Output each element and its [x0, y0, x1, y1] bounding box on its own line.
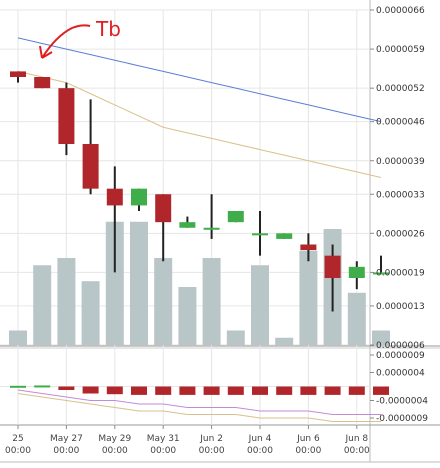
- candle-body: [252, 233, 268, 236]
- volume-bar: [178, 287, 197, 345]
- candle-body: [82, 144, 99, 189]
- hand-annotation: Tb: [39, 17, 121, 59]
- volume-bar: [130, 221, 148, 345]
- annotation-label: Tb: [95, 17, 121, 41]
- indicator-bar: [179, 386, 196, 395]
- volume-bar: [275, 337, 294, 345]
- y-tick-label: 0.0000013: [376, 302, 425, 312]
- x-tick-time: 00:00: [53, 446, 79, 456]
- y-tick-label: 0.0000046: [376, 118, 425, 128]
- indicator-bar: [203, 386, 220, 395]
- indicator-tick-label: 0.0000009: [376, 351, 425, 361]
- volume-bar: [372, 330, 390, 345]
- volume-bar: [347, 292, 366, 345]
- x-tick-time: 00:00: [247, 446, 273, 456]
- y-tick-label: 0.0000033: [376, 190, 425, 200]
- price-axis: 0.0000066 0.0000059 0.0000052 0.0000046 0.00…: [370, 6, 428, 424]
- candle-body: [106, 188, 123, 206]
- indicator-panel: [0, 385, 389, 422]
- candle-body: [179, 222, 196, 228]
- y-tick-label: 0.0000059: [376, 45, 425, 55]
- indicator-bar: [252, 386, 268, 395]
- volume-bar: [154, 258, 173, 345]
- y-tick-label: 0.0000019: [376, 268, 425, 278]
- x-tick-time: 00:00: [5, 446, 31, 456]
- indicator-bar: [276, 386, 293, 395]
- volume-bar: [57, 258, 76, 345]
- candle-body: [34, 77, 51, 89]
- candle-body: [155, 194, 172, 223]
- candle-body: [58, 88, 75, 144]
- x-tick-label: Jun 2: [199, 434, 223, 444]
- indicator-bar: [227, 386, 244, 395]
- candle-body: [324, 255, 341, 278]
- indicator-tick-label: 0.0000004: [376, 369, 425, 379]
- candle-body: [131, 188, 147, 206]
- candle-body: [276, 233, 293, 239]
- indicator-line: [17, 393, 381, 422]
- volume-bar: [33, 265, 52, 345]
- moving-average-lines: [17, 37, 382, 178]
- moving-average-line: [17, 70, 382, 178]
- candle-body: [10, 71, 26, 77]
- x-tick-label: 25: [12, 434, 23, 444]
- indicator-bar: [348, 386, 365, 395]
- volume-bar: [9, 330, 27, 345]
- indicator-tick-label: -0.0000009: [376, 414, 428, 424]
- candle-body: [227, 211, 244, 223]
- indicator-tick-label: -0.0000004: [376, 397, 428, 407]
- moving-average-line: [17, 37, 382, 123]
- date-axis: 25 00:00 May 27 00:00 May 29 00:00 May 31 00:00…: [5, 425, 370, 456]
- indicator-bar: [10, 385, 26, 388]
- volume-bar: [251, 265, 269, 345]
- indicator-bar: [324, 386, 341, 395]
- y-tick-label: 0.0000039: [376, 157, 425, 167]
- annotation-arrow: [39, 24, 91, 59]
- volume-bar: [202, 258, 221, 345]
- volume-bar: [299, 250, 318, 345]
- volume-bar: [81, 281, 100, 345]
- candle-body: [300, 244, 317, 251]
- volume-bar: [226, 330, 245, 345]
- indicator-bar: [300, 386, 317, 395]
- x-tick-time: 00:00: [295, 446, 321, 456]
- y-tick-label: 0.0000066: [376, 6, 425, 16]
- candle-body: [373, 272, 389, 275]
- indicator-bar: [34, 385, 51, 388]
- y-tick-label: 0.0000006: [376, 341, 425, 351]
- x-tick-time: 00:00: [102, 446, 128, 456]
- x-tick-label: May 29: [98, 434, 131, 444]
- indicator-bar: [155, 386, 172, 395]
- x-tick-label: Jun 4: [248, 434, 272, 444]
- x-tick-label: Jun 8: [344, 434, 368, 444]
- candles: [10, 71, 389, 312]
- x-tick-label: May 31: [147, 434, 180, 444]
- indicator-bar: [131, 386, 147, 395]
- x-tick-time: 00:00: [344, 446, 370, 456]
- indicator-line: [17, 389, 381, 415]
- x-tick-time: 00:00: [199, 446, 225, 456]
- indicator-bar: [82, 386, 99, 394]
- candle-body: [348, 266, 365, 278]
- x-tick-time: 00:00: [150, 446, 176, 456]
- x-tick-label: May 27: [50, 434, 83, 444]
- indicator-bar: [373, 386, 389, 395]
- x-tick-label: Jun 6: [296, 434, 320, 444]
- y-tick-label: 0.0000052: [376, 84, 425, 94]
- y-tick-label: 0.0000026: [376, 229, 425, 239]
- volume-bar: [105, 221, 124, 345]
- candle-body: [203, 227, 220, 230]
- indicator-bar: [58, 386, 75, 390]
- indicator-bar: [106, 386, 123, 395]
